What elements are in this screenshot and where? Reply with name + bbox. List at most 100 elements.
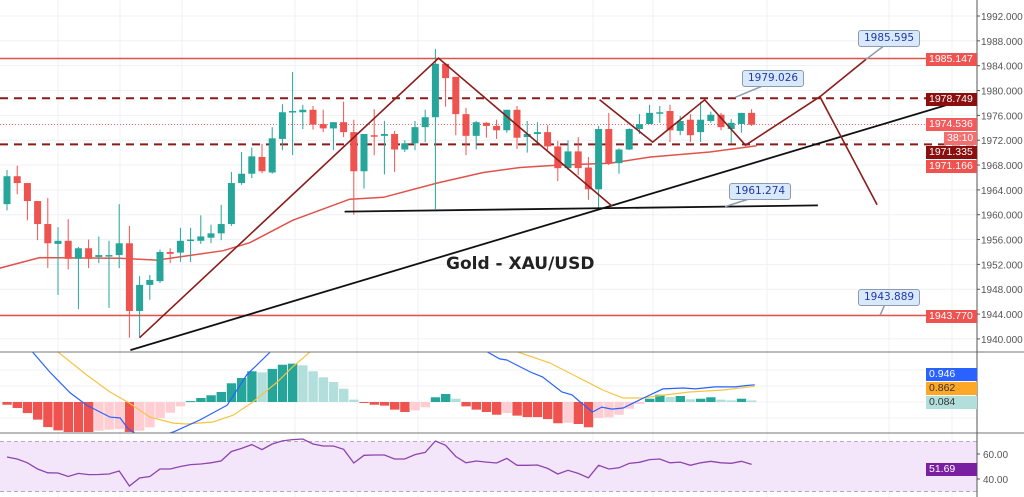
callout-1943[interactable]: 1943.889 [858, 289, 921, 306]
macd-histogram-bar [288, 363, 298, 402]
macd-histogram-bar [747, 400, 757, 402]
macd-line [32, 352, 755, 433]
macd-histogram-bar [196, 398, 206, 402]
candle-body [340, 122, 348, 133]
candle-body [74, 248, 82, 259]
axis-tick-label: 1944.000 [981, 310, 1023, 321]
histogram-value-tag: 0.084 [926, 396, 977, 409]
candle-body [717, 114, 725, 128]
candle-body [3, 176, 11, 205]
candle-body [411, 127, 419, 144]
candle-body [125, 243, 133, 311]
macd-histogram-bar [328, 382, 339, 402]
macd-histogram-bar [634, 402, 645, 404]
axis-tick-label: 1940.000 [981, 335, 1023, 346]
macd-histogram-bar [206, 395, 216, 402]
price-tag-1943: 1943.770 [926, 310, 977, 323]
macd-histogram-bar [563, 402, 573, 423]
axis-tick-label: 1992.000 [981, 12, 1023, 23]
candle-body [686, 119, 694, 136]
macd-histogram-bar [573, 402, 583, 424]
macd-histogram-bar [298, 365, 308, 402]
trendline-flat-support [344, 204, 818, 213]
macd-histogram-bar [84, 402, 94, 432]
signal-value-tag: 0.862 [926, 382, 977, 395]
axis-tick-label: 1972.000 [981, 136, 1023, 147]
callout-pointer [734, 84, 766, 99]
candle-body [85, 248, 93, 259]
macd-histogram-bar [604, 402, 614, 418]
macd-panel [2, 352, 757, 433]
macd-histogram-bar [135, 402, 145, 431]
candle-body [23, 183, 31, 202]
candle-body [227, 183, 235, 225]
candle-body [44, 224, 52, 244]
candle-body [115, 243, 123, 256]
macd-histogram-bar [308, 371, 318, 402]
trendline-zigzag-2 [599, 95, 878, 206]
candle-body [54, 240, 62, 244]
axis-tick-label: 1964.000 [981, 186, 1023, 197]
trendline-branch-up [819, 58, 867, 98]
candle-body [554, 146, 562, 169]
candle-body [421, 117, 429, 128]
price-tag-1985: 1985.147 [926, 53, 977, 66]
price-tag-last: 1974.536 [926, 118, 977, 131]
candle-body [370, 135, 378, 137]
macd-histogram-bar [492, 402, 502, 415]
callout-1961[interactable]: 1961.274 [729, 183, 792, 200]
macd-histogram-bar [675, 396, 685, 402]
candle-body [595, 129, 603, 190]
macd-histogram-bar [339, 388, 349, 402]
candle-body [697, 119, 705, 133]
macd-histogram-bar [247, 371, 257, 402]
candle-body [452, 76, 460, 115]
macd-histogram-bar [22, 402, 33, 414]
axis-tick-label: 1968.000 [981, 161, 1023, 172]
macd-histogram-bar [186, 401, 196, 403]
rsi-panel [6, 438, 752, 487]
macd-histogram-bar [53, 402, 63, 431]
macd-histogram-bar [481, 402, 492, 412]
grid-lines [0, 0, 977, 497]
rsi-axis-tick-label: 60.00 [983, 450, 1008, 461]
candle-body [727, 122, 735, 130]
callout-1985[interactable]: 1985.595 [858, 30, 921, 47]
candle-body [176, 240, 184, 253]
candle-body [309, 109, 317, 125]
macd-histogram-bar [665, 396, 675, 402]
ma-value-tag: 1971.166 [926, 160, 977, 173]
candle-body [442, 63, 450, 79]
macd-histogram-bar [736, 398, 747, 402]
macd-histogram-bar [124, 402, 135, 432]
countdown-tag: 38:10 [944, 132, 977, 145]
macd-histogram-bar [277, 364, 288, 402]
candle-body [217, 224, 225, 234]
macd-histogram-bar [706, 397, 716, 402]
candle-body [462, 114, 470, 136]
macd-histogram-bar [94, 402, 104, 431]
candle-body [268, 138, 276, 173]
macd-histogram-bar [553, 402, 563, 424]
candle-body [156, 251, 164, 282]
candle-body [707, 114, 715, 121]
axis-tick-label: 1948.000 [981, 285, 1023, 296]
axis-tick-label: 1960.000 [981, 211, 1023, 222]
macd-histogram-bar [257, 372, 267, 402]
macd-histogram-bar [145, 402, 155, 428]
candle-body [187, 239, 195, 242]
callout-1979[interactable]: 1979.026 [742, 70, 805, 87]
candle-body [584, 167, 592, 190]
macd-histogram-bar [451, 398, 461, 402]
macd-histogram-bar [226, 383, 237, 402]
ma-line [0, 145, 757, 269]
macd-histogram-bar [420, 402, 430, 408]
macd-histogram-bar [237, 378, 247, 402]
macd-histogram-bar [471, 402, 481, 410]
rsi-line [6, 438, 752, 487]
macd-histogram-bar [583, 402, 594, 428]
candle-body [564, 151, 572, 169]
macd-histogram-bar [2, 402, 12, 405]
